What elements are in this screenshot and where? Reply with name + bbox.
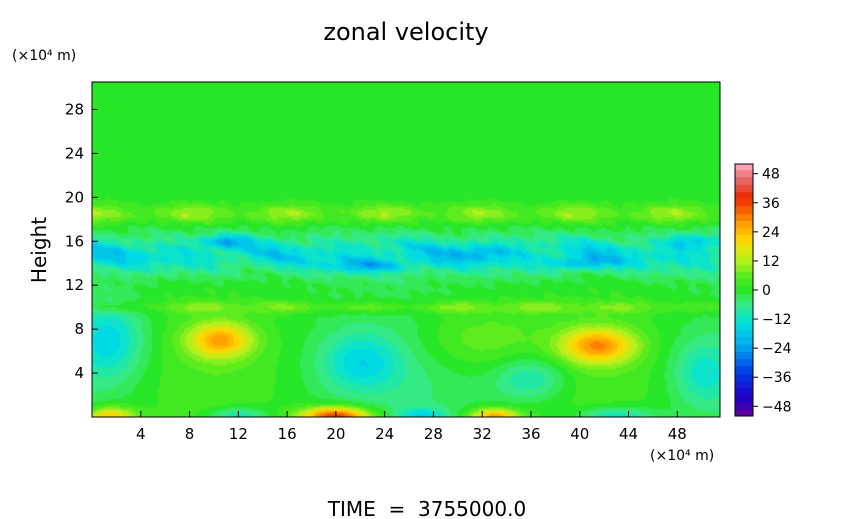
y-axis: 4 8 12 16 20 24 28 (65, 100, 98, 382)
y-axis-label: Height (27, 217, 51, 283)
x-tick-label: 4 (136, 425, 146, 443)
x-unit-label: (×10⁴ m) (650, 448, 714, 464)
y-tick-label: 8 (74, 320, 84, 338)
x-tick-label: 44 (619, 425, 638, 443)
colorbar-tick-label: 0 (762, 283, 771, 299)
x-tick-label: 36 (521, 425, 540, 443)
colorbar-tick-label: −24 (762, 341, 792, 357)
colorbar-ticks: 48 36 24 12 0 −12 −24 −36 −48 (753, 167, 792, 415)
y-tick-label: 28 (65, 100, 84, 118)
colorbar-tick-label: −36 (762, 370, 792, 386)
colorbar-tick-label: 12 (762, 254, 780, 270)
colorbar-tick-label: −12 (762, 312, 792, 328)
chart-title: zonal velocity (323, 18, 488, 46)
x-tick-label: 16 (278, 425, 297, 443)
x-tick-label: 40 (570, 425, 589, 443)
y-tick-label: 4 (74, 364, 84, 382)
colorbar-tick-label: −48 (762, 399, 792, 415)
x-tick-label: 28 (424, 425, 443, 443)
y-tick-label: 24 (65, 144, 84, 162)
y-tick-label: 12 (65, 276, 84, 294)
y-unit-label: (×10⁴ m) (12, 48, 76, 64)
x-tick-label: 24 (375, 425, 394, 443)
x-tick-label: 48 (668, 425, 687, 443)
plot-frame (91, 81, 721, 418)
x-axis: 4 8 12 16 20 24 28 32 36 40 44 48 (136, 411, 687, 443)
y-tick-label: 16 (65, 232, 84, 250)
colorbar-gradient (735, 164, 753, 416)
heatmap-field (92, 82, 720, 417)
colorbar-tick-label: 24 (762, 225, 780, 241)
time-footer: TIME = 3755000.0 (327, 497, 526, 519)
y-tick-label: 20 (65, 188, 84, 206)
x-tick-label: 32 (473, 425, 492, 443)
x-tick-label: 12 (229, 425, 248, 443)
x-tick-label: 20 (326, 425, 345, 443)
colorbar-tick-label: 36 (762, 196, 780, 212)
colorbar-tick-label: 48 (762, 167, 780, 183)
x-tick-label: 8 (185, 425, 195, 443)
